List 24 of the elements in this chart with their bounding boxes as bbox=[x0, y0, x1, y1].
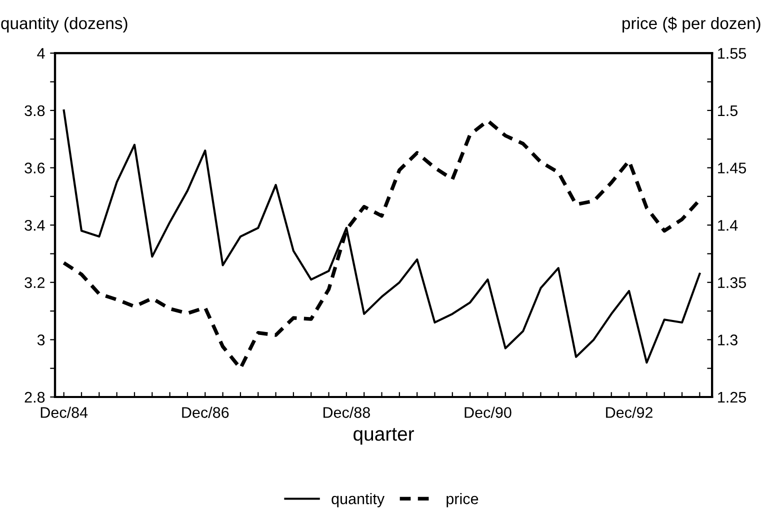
y2-tick-label: 1.25 bbox=[718, 392, 746, 403]
y2-tick-label: 1.4 bbox=[718, 220, 738, 231]
x-tick-label: Dec/86 bbox=[182, 406, 229, 418]
y2-tick-label: 1.55 bbox=[718, 48, 746, 59]
x-tick-label: Dec/92 bbox=[606, 406, 652, 418]
x-tick-label: Dec/88 bbox=[323, 406, 370, 418]
y2-tick-label: 1.5 bbox=[718, 105, 738, 116]
y-tick-label: 4 bbox=[37, 48, 45, 59]
legend-label: price bbox=[446, 493, 478, 508]
y2-tick-label: 1.3 bbox=[718, 334, 738, 346]
y2-axis-title: price ($ per dozen) bbox=[622, 16, 760, 33]
y-tick-label: 3.2 bbox=[24, 277, 45, 288]
y-axis-title: quantity (dozens) bbox=[1, 16, 128, 33]
x-axis-title: quarter bbox=[354, 428, 414, 445]
x-tick-label: Dec/90 bbox=[464, 406, 512, 418]
x-tick-label: Dec/84 bbox=[40, 406, 88, 418]
y-tick-label: 3.6 bbox=[24, 162, 45, 174]
y2-tick-label: 1.35 bbox=[718, 277, 746, 288]
y-tick-label: 2.8 bbox=[24, 392, 45, 403]
y-tick-label: 3.8 bbox=[24, 105, 45, 116]
legend-label: quantity bbox=[332, 493, 385, 508]
y2-tick-label: 1.45 bbox=[718, 162, 746, 174]
y-tick-label: 3.4 bbox=[24, 220, 45, 231]
y-tick-label: 3 bbox=[37, 334, 45, 346]
